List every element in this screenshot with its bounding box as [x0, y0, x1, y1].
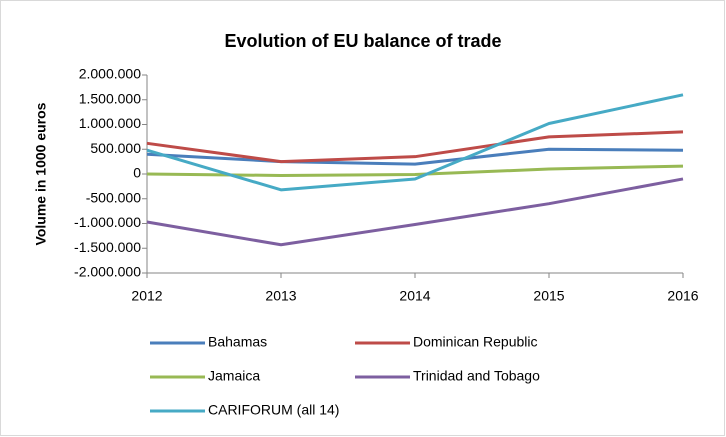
legend-label: Bahamas [208, 334, 267, 350]
y-tick-label: -2.000.000 [74, 264, 141, 280]
y-tick-label: 0 [133, 165, 141, 181]
legend-label: CARIFORUM (all 14) [208, 402, 339, 418]
chart-title: Evolution of EU balance of trade [224, 31, 501, 51]
legend-label: Dominican Republic [413, 334, 538, 350]
x-tick-label: 2012 [131, 288, 162, 304]
y-tick-label: -500.000 [86, 189, 141, 205]
y-tick-label: 2.000.000 [79, 66, 141, 82]
y-tick-label: -1.000.000 [74, 214, 141, 230]
x-tick-label: 2015 [533, 288, 564, 304]
series-line [146, 147, 684, 166]
y-axis-title: Volume in 1000 euros [33, 102, 49, 245]
y-tick-label: 500.000 [90, 140, 141, 156]
series-line [146, 130, 684, 164]
series-line [146, 177, 684, 247]
y-tick-label: -1.500.000 [74, 239, 141, 255]
series-line [146, 93, 684, 192]
x-tick-label: 2014 [399, 288, 430, 304]
y-tick-label: 1.000.000 [79, 115, 141, 131]
y-tick-label: 1.500.000 [79, 90, 141, 106]
x-tick-label: 2016 [667, 288, 698, 304]
series-line [146, 164, 684, 177]
legend-label: Trinidad and Tobago [413, 368, 540, 384]
x-tick-label: 2013 [265, 288, 296, 304]
legend-label: Jamaica [208, 368, 260, 384]
